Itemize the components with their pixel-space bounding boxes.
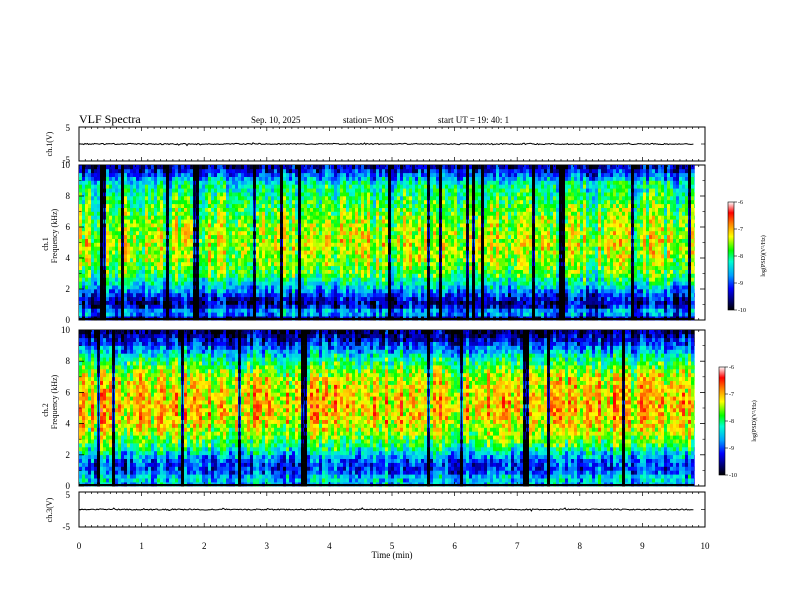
station-label: station= MOS (343, 115, 394, 125)
colorbar-tick-label: -6 (738, 200, 743, 206)
freq-tick-label: 4 (66, 253, 71, 263)
ch2-frequency-tick-labels: 0 2 4 6 8 10 (61, 325, 71, 491)
colorbar-tick-label: -9 (729, 446, 734, 452)
time-tick-label: 9 (640, 541, 645, 551)
low-frequency-band (79, 318, 695, 320)
ch3-waveform-ylabel: ch.3(V) (45, 497, 54, 522)
waveform-line (78, 142, 694, 147)
freq-tick-label: 2 (66, 450, 71, 460)
low-frequency-band (79, 484, 695, 486)
ch1-spectrogram-ylabel-2: Frequency (kHz) (50, 208, 59, 263)
spectrogram-cells (79, 330, 695, 487)
ch1-spectrogram-ticks (78, 164, 706, 321)
spectrogram-cells (79, 165, 695, 321)
ch2-colorbar: -6 -7 -8 -9 -10 log(PSD)(V²/Hz) (718, 365, 758, 479)
freq-tick-label: 10 (61, 160, 71, 170)
ch3-waveform-panel: 5 -5 ch.3(V) (45, 490, 706, 532)
freq-tick-label: 6 (66, 387, 71, 397)
ch1-colorbar-ticks: -6 -7 -8 -9 -10 (734, 200, 746, 314)
ch1-frequency-tick-labels: 0 2 4 6 8 10 (61, 160, 71, 325)
freq-tick-label: 8 (66, 356, 71, 366)
waveform-line (78, 507, 694, 512)
ch2-spectrogram-ylabel-2: Frequency (kHz) (50, 374, 59, 429)
time-tick-label: 3 (265, 541, 270, 551)
freq-tick-label: 4 (66, 419, 71, 429)
colorbar-tick-label: -7 (729, 392, 734, 398)
ch2-colorbar-label: log(PSD)(V²/Hz) (751, 400, 758, 441)
time-axis-label: Time (min) (372, 550, 413, 560)
time-tick-label: 4 (327, 541, 332, 551)
colorbar-tick-label: -7 (738, 227, 743, 233)
freq-tick-label: 2 (66, 284, 71, 294)
ch1-ytick-top: 5 (66, 123, 71, 133)
time-tick-label: 1 (139, 541, 144, 551)
figure-title: VLF Spectra (79, 112, 141, 126)
freq-tick-label: 0 (66, 315, 71, 325)
ch1-waveform-panel: 5 -5 ch.1(V) (45, 123, 706, 165)
ch3-ytick-bottom: -5 (63, 522, 71, 532)
colorbar-tick-label: -8 (729, 419, 734, 425)
ch2-spectrogram-image (79, 330, 695, 487)
ch1-spectrogram-ylabel-1: ch.1 (41, 237, 50, 251)
time-tick-label: 10 (701, 541, 711, 551)
ch1-waveform-trace (78, 142, 694, 147)
ch3-ytick-top: 5 (66, 490, 71, 500)
ch1-ytick-bottom: -5 (63, 155, 71, 165)
ch1-waveform-ticks (78, 126, 706, 162)
freq-tick-label: 0 (66, 481, 71, 491)
colorbar-tick-label: -6 (729, 365, 734, 371)
date-label: Sep. 10, 2025 (251, 115, 301, 125)
colorbar-tick-label: -10 (729, 473, 737, 479)
ch1-spectrogram-image (79, 165, 695, 321)
time-tick-label: 6 (452, 541, 457, 551)
colorbar-tick-label: -8 (738, 254, 743, 260)
ch1-colorbar-label: log(PSD)(V²/Hz) (760, 235, 767, 276)
ch3-waveform-ticks (78, 491, 706, 528)
freq-tick-label: 10 (61, 325, 71, 335)
ch3-waveform-trace (78, 507, 694, 512)
colorbar-tick-label: -9 (738, 281, 743, 287)
ch2-colorbar-ticks: -6 -7 -8 -9 -10 (725, 365, 737, 479)
ch2-spectrogram-panel: 0 2 4 6 8 10 ch.2 Frequency (kHz) (41, 325, 706, 491)
time-tick-label: 8 (578, 541, 583, 551)
time-tick-label: 5 (390, 541, 395, 551)
time-axis-tick-labels: 0 1 2 3 4 5 6 7 8 9 10 (77, 541, 710, 551)
ch2-spectrogram-ylabel-1: ch.2 (41, 403, 50, 417)
colorbar-tick-label: -10 (738, 308, 746, 314)
time-tick-label: 2 (202, 541, 207, 551)
time-tick-label: 7 (515, 541, 520, 551)
ch2-spectrogram-ticks (78, 329, 706, 487)
ch1-colorbar: -6 -7 -8 -9 -10 log(PSD)(V²/Hz) (727, 200, 767, 314)
start-time-label: start UT = 19: 40: 1 (438, 115, 509, 125)
time-tick-label: 0 (77, 541, 82, 551)
freq-tick-label: 8 (66, 191, 71, 201)
freq-tick-label: 6 (66, 222, 71, 232)
ch1-waveform-ylabel: ch.1(V) (45, 131, 54, 156)
ch1-spectrogram-panel: 0 2 4 6 8 10 ch.1 Frequency (kHz) (41, 160, 706, 325)
